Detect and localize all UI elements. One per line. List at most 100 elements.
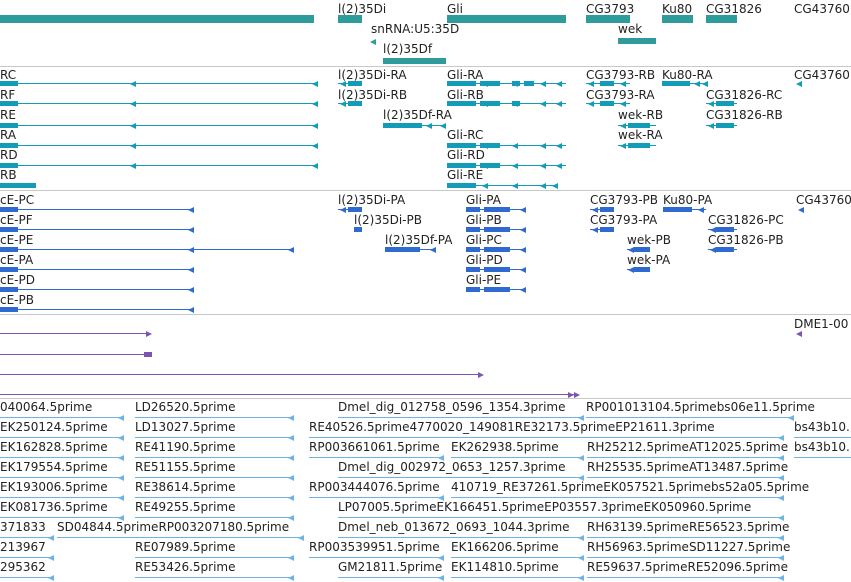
feature-glyph[interactable] [708,226,737,233]
feature-label[interactable]: EK262938.5prime [451,440,559,454]
feature-glyph[interactable] [451,554,584,561]
feature-label[interactable]: RE [0,108,16,122]
feature-label[interactable]: cE-PF [0,213,33,227]
feature-glyph[interactable] [0,162,318,169]
feature-label[interactable]: CG31826-RC [706,88,783,102]
feature-glyph[interactable] [706,15,737,23]
feature-label[interactable]: wek-PA [627,253,671,267]
feature-label[interactable]: DME1-00 [794,317,849,331]
feature-label[interactable]: bs43b10. [794,420,850,434]
feature-label[interactable]: RP001013104.5primebs06e11.5prime [586,400,815,414]
feature-glyph[interactable] [0,15,314,23]
feature-label[interactable]: RH25212.5primeAT12025.5prime [587,440,789,454]
feature-glyph[interactable] [706,122,737,129]
feature-label[interactable]: RE53426.5prime [135,560,236,574]
feature-label[interactable]: Gli-RC [447,128,484,142]
feature-label[interactable]: Dmel_dig_002972_0653_1257.3prime [338,460,566,474]
feature-label[interactable]: CG3793-PB [590,193,659,207]
feature-label[interactable]: GM21811.5prime [338,560,443,574]
feature-glyph[interactable] [0,494,124,501]
feature-glyph[interactable] [451,454,584,461]
feature-glyph[interactable] [370,39,376,45]
feature-glyph[interactable] [0,330,152,337]
feature-glyph[interactable] [383,122,446,129]
feature-label[interactable]: EK162828.5prime [0,440,108,454]
feature-glyph[interactable] [447,80,566,87]
feature-label[interactable]: RE59637.5primeRE52096.5prime [587,560,788,574]
feature-label[interactable]: 410719_RE37261.5primeEK057521.5primebs52… [451,480,810,494]
feature-label[interactable]: wek [618,22,643,36]
feature-label[interactable]: l(2)35Di [338,2,387,16]
feature-glyph[interactable] [383,58,446,64]
feature-glyph[interactable] [0,352,152,357]
feature-glyph[interactable] [338,414,584,421]
feature-glyph[interactable] [0,226,194,233]
feature-glyph[interactable] [466,206,526,213]
feature-label[interactable]: Gli-PC [466,233,502,247]
feature-glyph[interactable] [586,100,630,107]
feature-glyph[interactable] [447,162,566,169]
feature-label[interactable]: Ku80-PA [663,193,713,207]
feature-label[interactable]: 040064.5prime [0,400,93,414]
feature-glyph[interactable] [590,226,614,233]
feature-glyph[interactable] [618,142,656,149]
feature-label[interactable]: Gli-RA [447,68,484,82]
feature-glyph[interactable] [796,330,802,337]
feature-glyph[interactable] [627,246,650,253]
feature-glyph[interactable] [338,15,362,23]
feature-glyph[interactable] [135,434,294,441]
feature-glyph[interactable] [0,574,54,581]
feature-glyph[interactable] [338,534,584,541]
feature-label[interactable]: EK114810.5prime [451,560,559,574]
feature-label[interactable]: EK179554.5prime [0,460,108,474]
feature-glyph[interactable] [587,454,784,461]
feature-glyph[interactable] [0,454,124,461]
feature-label[interactable]: wek-RA [618,128,663,142]
feature-glyph[interactable] [586,414,794,421]
feature-label[interactable]: Gli-PD [466,253,503,267]
feature-label[interactable]: RH25535.5primeAT13487.5prime [587,460,789,474]
feature-glyph[interactable] [0,371,484,378]
feature-glyph[interactable] [587,554,784,561]
feature-label[interactable]: CG43760 [794,2,850,16]
feature-label[interactable]: EK166206.5prime [451,540,559,554]
feature-label[interactable]: Gli-RB [447,88,484,102]
feature-glyph[interactable] [466,286,526,293]
feature-glyph[interactable] [466,226,526,233]
feature-label[interactable]: RP003539951.5prime [309,540,440,554]
feature-glyph[interactable] [309,554,444,561]
feature-glyph[interactable] [135,414,294,421]
feature-glyph[interactable] [0,80,318,87]
feature-glyph[interactable] [0,391,580,398]
feature-glyph[interactable] [618,38,656,44]
feature-glyph[interactable] [135,514,294,521]
feature-label[interactable]: CG3793-RA [586,88,655,102]
feature-label[interactable]: Gli-RD [447,148,485,162]
feature-glyph[interactable] [338,574,444,581]
feature-label[interactable]: Gli-RE [447,168,484,182]
feature-label[interactable]: l(2)35Di-PB [354,213,422,227]
feature-glyph[interactable] [135,554,294,561]
feature-label[interactable]: cE-PB [0,293,34,307]
feature-glyph[interactable] [0,206,194,213]
feature-label[interactable]: Gli-PA [466,193,501,207]
feature-label[interactable]: SD04844.5primeRP003207180.5prime [57,520,290,534]
feature-label[interactable]: Gli-PB [466,213,502,227]
feature-glyph[interactable] [663,206,706,213]
feature-glyph[interactable] [338,206,362,213]
feature-label[interactable]: cE-PA [0,253,34,267]
feature-label[interactable]: LD13027.5prime [135,420,236,434]
feature-glyph[interactable] [0,514,124,521]
feature-label[interactable]: l(2)35Di-RA [338,68,407,82]
feature-label[interactable]: RE49255.5prime [135,500,236,514]
feature-label[interactable]: CG31826-PC [708,213,784,227]
feature-glyph[interactable] [586,15,630,23]
feature-glyph[interactable] [0,306,194,313]
feature-label[interactable]: CG31826-RB [706,108,783,122]
feature-label[interactable]: wek-PB [627,233,671,247]
feature-glyph[interactable] [618,122,656,129]
feature-glyph[interactable] [0,434,124,441]
feature-glyph[interactable] [447,15,566,23]
feature-glyph[interactable] [338,474,584,481]
feature-label[interactable]: wek-RB [618,108,664,122]
